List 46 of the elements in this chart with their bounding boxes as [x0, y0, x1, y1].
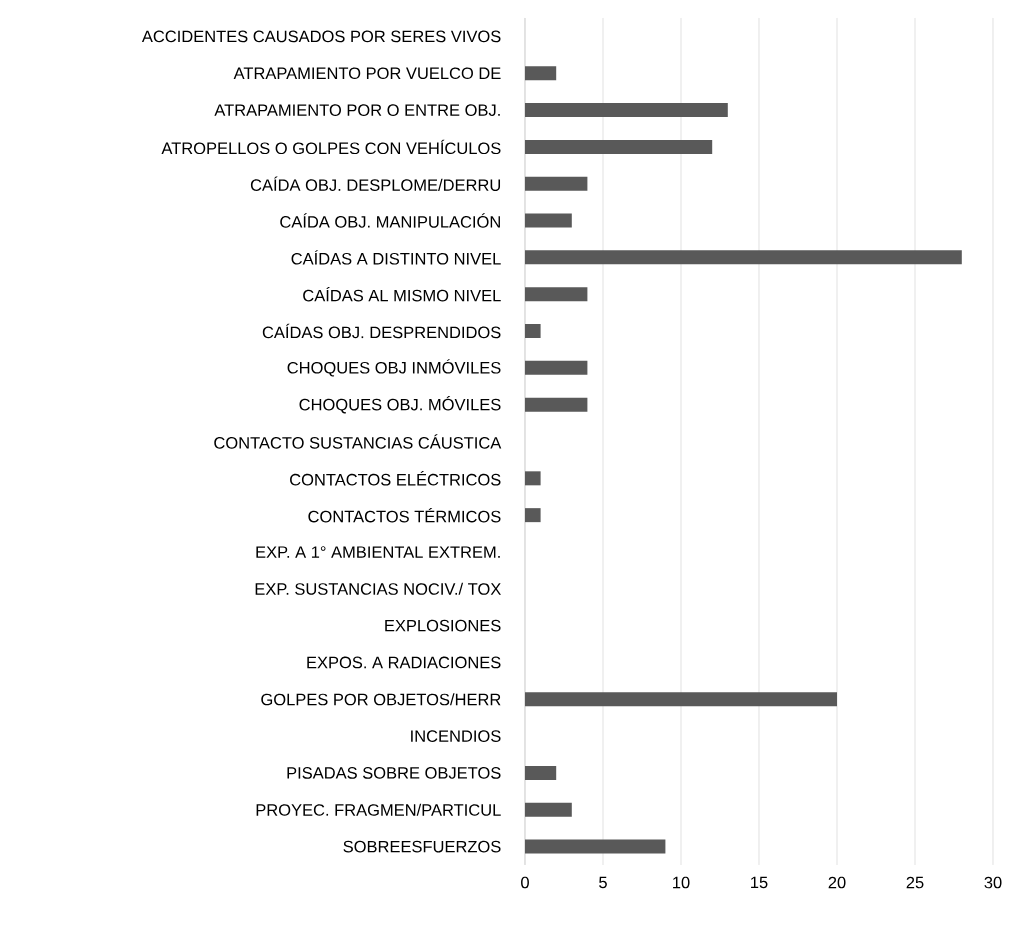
- x-tick-label: 20: [828, 876, 846, 889]
- y-tick-label: SOBREESFUERZOS: [343, 840, 501, 853]
- y-tick-label: EXP. SUSTANCIAS NOCIV./ TOX: [255, 582, 501, 595]
- y-tick-label: CAÍDAS OBJ. DESPRENDIDOS: [262, 323, 501, 339]
- x-tick-label: 0: [521, 876, 529, 889]
- y-tick-label: ATRAPAMIENTO POR VUELCO DE: [233, 67, 501, 80]
- y-tick-label: PISADAS SOBRE OBJETOS: [287, 767, 501, 779]
- bar: [525, 287, 588, 302]
- y-tick-label: PROYEC. FRAGMEN/PARTICUL: [256, 803, 501, 816]
- y-tick-label: EXPOS. A RADIACIONES: [307, 656, 501, 669]
- y-tick-label: CAÍDAS AL MISMO NIVEL: [303, 286, 501, 302]
- bar: [525, 692, 837, 707]
- bar: [525, 66, 557, 81]
- y-tick-label: CAÍDA OBJ. DESPLOME/DERRU: [250, 176, 501, 191]
- x-tick-label: 15: [751, 876, 768, 889]
- bar: [525, 360, 588, 375]
- x-tick-label: 30: [984, 876, 1002, 889]
- bar: [525, 139, 713, 154]
- bar: [525, 471, 541, 486]
- y-tick-label: CAÍDAS A DISTINTO NIVEL: [291, 250, 501, 265]
- y-tick-label: CONTACTO SUSTANCIAS CÁUSTICA: [214, 434, 502, 449]
- bar: [525, 103, 728, 118]
- bar: [525, 176, 588, 191]
- x-tick-label: 25: [906, 876, 924, 889]
- y-tick-label: INCENDIOS: [411, 730, 501, 742]
- y-tick-label: CAÍDA OBJ. MANIPULACIÓN: [280, 213, 500, 228]
- bar: [525, 397, 588, 412]
- bar: [525, 508, 541, 523]
- x-tick-label: 5: [599, 876, 607, 889]
- y-tick-label: CHOQUES OBJ INMÓVILES: [287, 359, 501, 377]
- bar: [525, 250, 962, 265]
- bar: [525, 765, 557, 780]
- y-tick-label: CHOQUES OBJ. MÓVILES: [299, 395, 501, 414]
- y-tick-label: EXP. A 1° AMBIENTAL EXTREM.: [256, 546, 500, 558]
- bar: [525, 839, 666, 854]
- y-tick-label: EXPLOSIONES: [385, 619, 501, 632]
- bar: [525, 213, 572, 228]
- y-tick-label: CONTACTOS TÉRMICOS: [308, 507, 501, 523]
- x-tick-label: 10: [673, 876, 690, 889]
- bar: [525, 324, 541, 339]
- y-tick-label: ATRAPAMIENTO POR O ENTRE OBJ.: [214, 104, 500, 116]
- y-tick-label: GOLPES POR OBJETOS/HERR: [261, 693, 501, 706]
- y-tick-label: ATROPELLOS O GOLPES CON VEHÍCULOS: [161, 139, 501, 155]
- y-tick-label: CONTACTOS ELÉCTRICOS: [290, 471, 501, 486]
- y-tick-label: ACCIDENTES CAUSADOS POR SERES VIVOS: [141, 30, 501, 43]
- bar: [525, 802, 572, 817]
